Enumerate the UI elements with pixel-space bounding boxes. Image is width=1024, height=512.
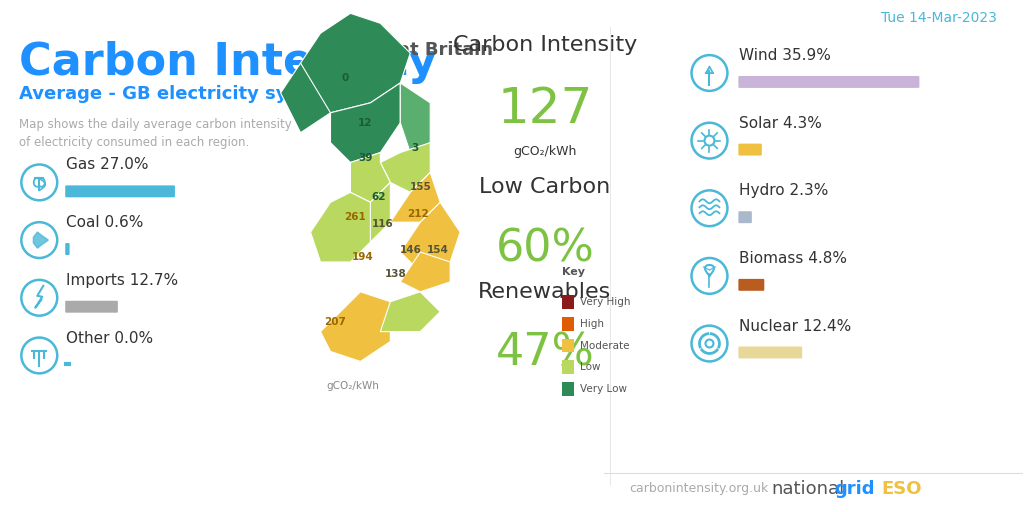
Polygon shape: [350, 153, 390, 202]
Polygon shape: [400, 252, 451, 292]
Text: High: High: [580, 318, 604, 329]
Text: Map shows the daily average carbon intensity
of electricity consumed in each reg: Map shows the daily average carbon inten…: [19, 118, 292, 149]
Text: Low Carbon: Low Carbon: [479, 178, 610, 198]
Text: Low: Low: [580, 362, 600, 372]
Text: grid: grid: [835, 480, 874, 498]
Bar: [562, 295, 573, 309]
Text: Carbon Intensity: Carbon Intensity: [19, 41, 437, 84]
Text: national: national: [771, 480, 845, 498]
Polygon shape: [380, 292, 440, 332]
Bar: [562, 382, 573, 396]
FancyBboxPatch shape: [738, 211, 752, 223]
Text: Biomass 4.8%: Biomass 4.8%: [739, 251, 848, 266]
Text: Very Low: Very Low: [580, 385, 627, 394]
Polygon shape: [310, 193, 371, 262]
Text: 138: 138: [384, 269, 407, 279]
Text: 116: 116: [372, 219, 393, 229]
Text: 146: 146: [399, 245, 421, 255]
FancyBboxPatch shape: [66, 301, 118, 313]
Bar: [562, 338, 573, 352]
Text: 62: 62: [371, 193, 386, 202]
Text: 154: 154: [427, 245, 450, 255]
Text: Imports 12.7%: Imports 12.7%: [67, 273, 178, 288]
Polygon shape: [34, 232, 48, 248]
FancyBboxPatch shape: [738, 347, 802, 358]
Text: ESO: ESO: [881, 480, 922, 498]
Text: Renewables: Renewables: [478, 282, 611, 302]
Text: 3: 3: [412, 142, 419, 153]
Bar: [562, 316, 573, 331]
Text: 207: 207: [325, 316, 346, 327]
Polygon shape: [281, 63, 331, 133]
Text: gCO₂/kWh: gCO₂/kWh: [513, 144, 577, 158]
FancyBboxPatch shape: [738, 143, 762, 156]
Text: Wind 35.9%: Wind 35.9%: [739, 48, 831, 63]
Text: Hydro 2.3%: Hydro 2.3%: [739, 183, 828, 198]
FancyBboxPatch shape: [738, 279, 764, 291]
Text: Key: Key: [562, 267, 585, 277]
Text: 12: 12: [358, 118, 373, 127]
Text: 261: 261: [344, 212, 367, 222]
Text: 127: 127: [498, 85, 593, 133]
Polygon shape: [331, 83, 400, 162]
Polygon shape: [390, 173, 440, 222]
Polygon shape: [321, 292, 390, 361]
Text: Average - GB electricity system: Average - GB electricity system: [19, 85, 338, 103]
Text: 47%: 47%: [496, 332, 594, 375]
Polygon shape: [400, 202, 460, 272]
Text: Nuclear 12.4%: Nuclear 12.4%: [739, 318, 852, 334]
Text: Tue 14-Mar-2023: Tue 14-Mar-2023: [881, 11, 996, 25]
Polygon shape: [400, 83, 430, 153]
Text: Moderate: Moderate: [580, 340, 630, 351]
Text: carbonintensity.org.uk: carbonintensity.org.uk: [630, 482, 769, 495]
Text: 0: 0: [342, 73, 349, 83]
Text: Coal 0.6%: Coal 0.6%: [67, 215, 143, 230]
Text: Great Britain: Great Britain: [362, 41, 494, 59]
Text: 60%: 60%: [496, 227, 594, 270]
FancyBboxPatch shape: [738, 76, 920, 88]
Polygon shape: [380, 143, 430, 193]
Text: Other 0.0%: Other 0.0%: [67, 331, 154, 346]
Text: Solar 4.3%: Solar 4.3%: [739, 116, 822, 131]
Polygon shape: [350, 182, 390, 242]
Polygon shape: [301, 13, 411, 113]
FancyBboxPatch shape: [66, 185, 175, 197]
Text: gCO₂/kWh: gCO₂/kWh: [326, 381, 379, 391]
Text: 155: 155: [410, 182, 431, 193]
Text: Very High: Very High: [580, 297, 631, 307]
Text: 212: 212: [408, 209, 429, 219]
Text: 39: 39: [358, 153, 373, 162]
Bar: [562, 360, 573, 374]
Text: Gas 27.0%: Gas 27.0%: [67, 158, 148, 173]
FancyBboxPatch shape: [66, 243, 70, 255]
Text: Carbon Intensity: Carbon Intensity: [453, 35, 637, 55]
Text: 194: 194: [351, 252, 374, 262]
